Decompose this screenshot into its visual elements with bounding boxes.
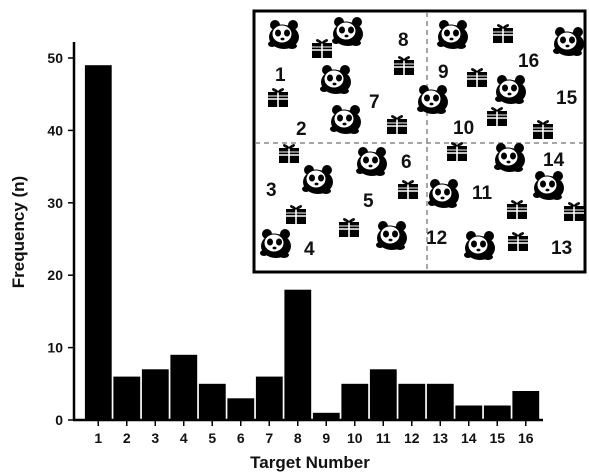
bar-target-6 bbox=[227, 398, 255, 420]
x-tick-label: 4 bbox=[180, 430, 188, 446]
x-tick-label: 8 bbox=[294, 430, 302, 446]
inset-target-label: 3 bbox=[266, 180, 277, 201]
inset-arena-map: 1 2 3 4 5 6 7 8 9 10 11 12 13 14 15 16 bbox=[252, 9, 587, 274]
y-tick-label: 40 bbox=[47, 122, 63, 138]
bars bbox=[84, 65, 540, 420]
y-axis-ticks: 0 10 20 30 40 50 bbox=[47, 50, 74, 428]
inset-target-label: 11 bbox=[472, 183, 493, 204]
bar-target-2 bbox=[113, 376, 141, 420]
inset-target-label: 6 bbox=[401, 152, 412, 173]
inset-target-label: 2 bbox=[296, 119, 307, 140]
x-tick-label: 11 bbox=[376, 430, 391, 446]
y-tick-label: 10 bbox=[47, 340, 63, 356]
inset-target-label: 7 bbox=[369, 92, 380, 113]
inset-target-label: 9 bbox=[438, 62, 449, 83]
inset-target-label: 13 bbox=[551, 238, 572, 259]
inset-target-label: 1 bbox=[275, 65, 286, 86]
x-tick-label: 16 bbox=[518, 430, 534, 446]
y-tick-label: 0 bbox=[55, 412, 63, 428]
bar-target-16 bbox=[512, 391, 540, 420]
bar-target-10 bbox=[341, 383, 369, 420]
bar-target-8 bbox=[284, 289, 312, 420]
x-tick-label: 2 bbox=[123, 430, 131, 446]
y-tick-label: 50 bbox=[47, 50, 63, 66]
inset-frame bbox=[252, 9, 587, 274]
x-tick-label: 1 bbox=[94, 430, 102, 446]
bar-target-7 bbox=[255, 376, 283, 420]
x-tick-label: 15 bbox=[489, 430, 505, 446]
bar-target-13 bbox=[426, 383, 454, 420]
y-tick-label: 20 bbox=[47, 267, 63, 283]
x-tick-label: 14 bbox=[461, 430, 477, 446]
x-tick-label: 6 bbox=[237, 430, 245, 446]
bar-target-15 bbox=[483, 405, 511, 420]
y-axis-title: Frequency (n) bbox=[9, 176, 28, 288]
x-tick-label: 3 bbox=[151, 430, 159, 446]
bar-target-1 bbox=[84, 65, 112, 420]
x-tick-label: 13 bbox=[432, 430, 448, 446]
bar-target-4 bbox=[170, 354, 198, 420]
inset-target-label: 10 bbox=[453, 118, 474, 139]
x-tick-label: 9 bbox=[322, 430, 330, 446]
inset-target-label: 14 bbox=[543, 150, 565, 171]
inset-target-label: 5 bbox=[363, 191, 374, 212]
x-axis-ticks: 1 2 3 4 5 6 7 8 9 10 11 12 13 14 15 16 bbox=[94, 420, 534, 446]
x-tick-label: 12 bbox=[404, 430, 420, 446]
x-tick-label: 10 bbox=[347, 430, 363, 446]
bar-target-9 bbox=[312, 412, 340, 420]
inset-target-label: 4 bbox=[304, 239, 315, 260]
inset-target-label: 12 bbox=[426, 228, 447, 249]
bar-target-5 bbox=[198, 383, 226, 420]
x-axis-title: Target Number bbox=[250, 453, 370, 472]
bar-target-3 bbox=[141, 369, 169, 420]
inset-target-label: 8 bbox=[398, 30, 409, 51]
bar-target-12 bbox=[398, 383, 426, 420]
x-tick-label: 7 bbox=[265, 430, 273, 446]
bar-target-14 bbox=[455, 405, 483, 420]
inset-target-label: 16 bbox=[518, 51, 539, 72]
bar-target-11 bbox=[369, 369, 397, 420]
y-tick-label: 30 bbox=[47, 195, 63, 211]
x-tick-label: 5 bbox=[208, 430, 216, 446]
inset-target-label: 15 bbox=[556, 88, 578, 109]
